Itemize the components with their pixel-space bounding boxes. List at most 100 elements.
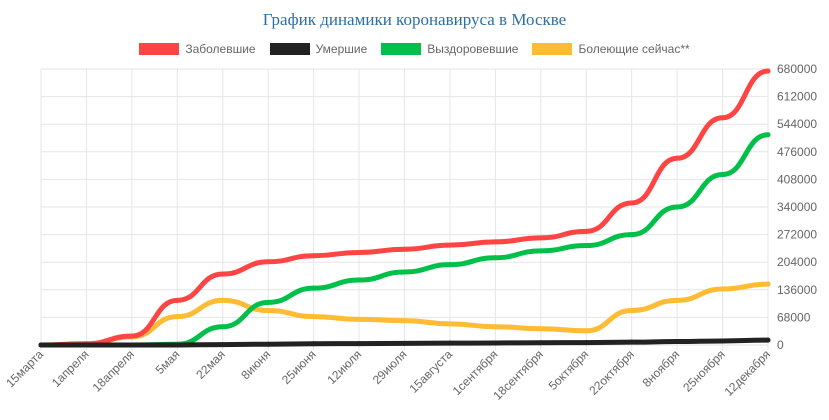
data-point[interactable] (583, 243, 589, 249)
data-point[interactable] (220, 271, 226, 277)
data-point[interactable] (720, 172, 726, 178)
data-point[interactable] (765, 281, 771, 287)
data-point[interactable] (583, 328, 589, 334)
legend-item-infected[interactable]: Заболевшие (139, 42, 256, 56)
data-point[interactable] (674, 204, 680, 210)
y-tick-label: 68000 (777, 310, 811, 324)
y-axis-ticks: 6800006120005440004760004080003400002720… (777, 62, 817, 352)
data-point[interactable] (583, 340, 589, 346)
data-point[interactable] (265, 341, 271, 347)
data-point[interactable] (174, 297, 180, 303)
y-tick-label: 340000 (777, 200, 817, 214)
data-point[interactable] (311, 285, 317, 291)
y-tick-label: 272000 (777, 228, 817, 242)
grid (40, 68, 769, 350)
legend-swatch-deaths (269, 43, 310, 55)
data-point[interactable] (765, 68, 771, 74)
data-point[interactable] (356, 316, 362, 322)
data-point[interactable] (492, 255, 498, 261)
legend-item-deaths[interactable]: Умершие (269, 42, 368, 56)
data-point[interactable] (311, 314, 317, 320)
data-point[interactable] (220, 342, 226, 348)
x-tick-label: 8июня (238, 347, 273, 382)
x-tick-label: 5мая (153, 347, 183, 377)
data-point[interactable] (538, 248, 544, 254)
x-tick-label: 29июля (370, 347, 410, 387)
data-point[interactable] (629, 232, 635, 238)
data-point[interactable] (447, 242, 453, 248)
x-tick-label: 1апреля (49, 347, 92, 390)
data-point[interactable] (447, 321, 453, 327)
data-point[interactable] (402, 269, 407, 275)
data-point[interactable] (356, 277, 362, 283)
data-point[interactable] (720, 286, 726, 292)
data-point[interactable] (629, 200, 635, 206)
data-point[interactable] (674, 339, 680, 345)
x-tick-label: 12декабря (721, 347, 773, 399)
data-point[interactable] (492, 340, 498, 346)
x-tick-label: 15августа (406, 347, 455, 396)
legend-label-infected: Заболевшие (185, 42, 256, 56)
data-point[interactable] (356, 249, 362, 255)
data-point[interactable] (538, 340, 544, 346)
x-tick-label: 25ноября (680, 347, 727, 394)
legend-label-active: Болеющие сейчас** (578, 42, 690, 56)
x-tick-label: 18апреля (90, 347, 137, 394)
data-point[interactable] (402, 318, 407, 324)
y-tick-label: 0 (777, 338, 784, 352)
legend-swatch-recovered (381, 43, 422, 55)
chart-title: График динамики коронавируса в Москве (262, 10, 567, 29)
data-point[interactable] (311, 253, 317, 259)
data-point[interactable] (538, 235, 544, 241)
data-point[interactable] (447, 340, 453, 346)
data-point[interactable] (674, 155, 680, 161)
data-point[interactable] (265, 308, 271, 313)
data-point[interactable] (492, 324, 498, 330)
data-point[interactable] (492, 239, 498, 245)
data-point[interactable] (174, 314, 180, 320)
series-lines (38, 68, 771, 348)
series-line-0 (38, 68, 771, 348)
data-point[interactable] (265, 259, 271, 265)
data-point[interactable] (402, 246, 407, 252)
y-tick-label: 204000 (777, 255, 817, 269)
x-tick-label: 5октября (546, 347, 592, 393)
x-tick-label: 25июня (279, 347, 319, 387)
data-point[interactable] (629, 339, 635, 345)
legend-item-recovered[interactable]: Выздоровевшие (381, 42, 518, 56)
legend: Заболевшие Умершие Выздоровевшие Болеющи… (0, 42, 829, 56)
x-tick-label: 8ноября (640, 347, 683, 390)
x-tick-label: 22мая (193, 347, 227, 381)
y-tick-label: 544000 (777, 117, 817, 131)
data-point[interactable] (765, 132, 771, 138)
data-point[interactable] (674, 297, 680, 303)
data-point[interactable] (447, 262, 453, 268)
data-point[interactable] (402, 340, 407, 346)
data-point[interactable] (720, 338, 726, 344)
data-point[interactable] (629, 308, 635, 313)
data-point[interactable] (538, 326, 544, 332)
y-tick-label: 476000 (777, 145, 817, 159)
legend-item-active[interactable]: Болеющие сейчас** (532, 42, 690, 56)
y-tick-label: 680000 (777, 62, 817, 76)
y-tick-label: 612000 (777, 90, 817, 104)
data-point[interactable] (129, 342, 135, 348)
data-point[interactable] (265, 299, 271, 305)
data-point[interactable] (583, 228, 589, 234)
x-tick-label: 15марта (3, 347, 46, 390)
data-point[interactable] (356, 341, 362, 347)
data-point[interactable] (83, 342, 89, 348)
data-point[interactable] (311, 341, 317, 347)
data-point[interactable] (174, 342, 180, 348)
data-point[interactable] (220, 297, 226, 303)
data-point[interactable] (38, 342, 44, 348)
data-point[interactable] (220, 324, 226, 330)
data-point[interactable] (720, 115, 726, 121)
data-point[interactable] (765, 337, 771, 343)
legend-label-deaths: Умершие (315, 42, 368, 56)
legend-label-recovered: Выздоровевшие (427, 42, 519, 56)
data-point[interactable] (129, 333, 135, 339)
x-tick-label: 22октября (586, 347, 636, 397)
y-tick-label: 136000 (777, 283, 817, 297)
